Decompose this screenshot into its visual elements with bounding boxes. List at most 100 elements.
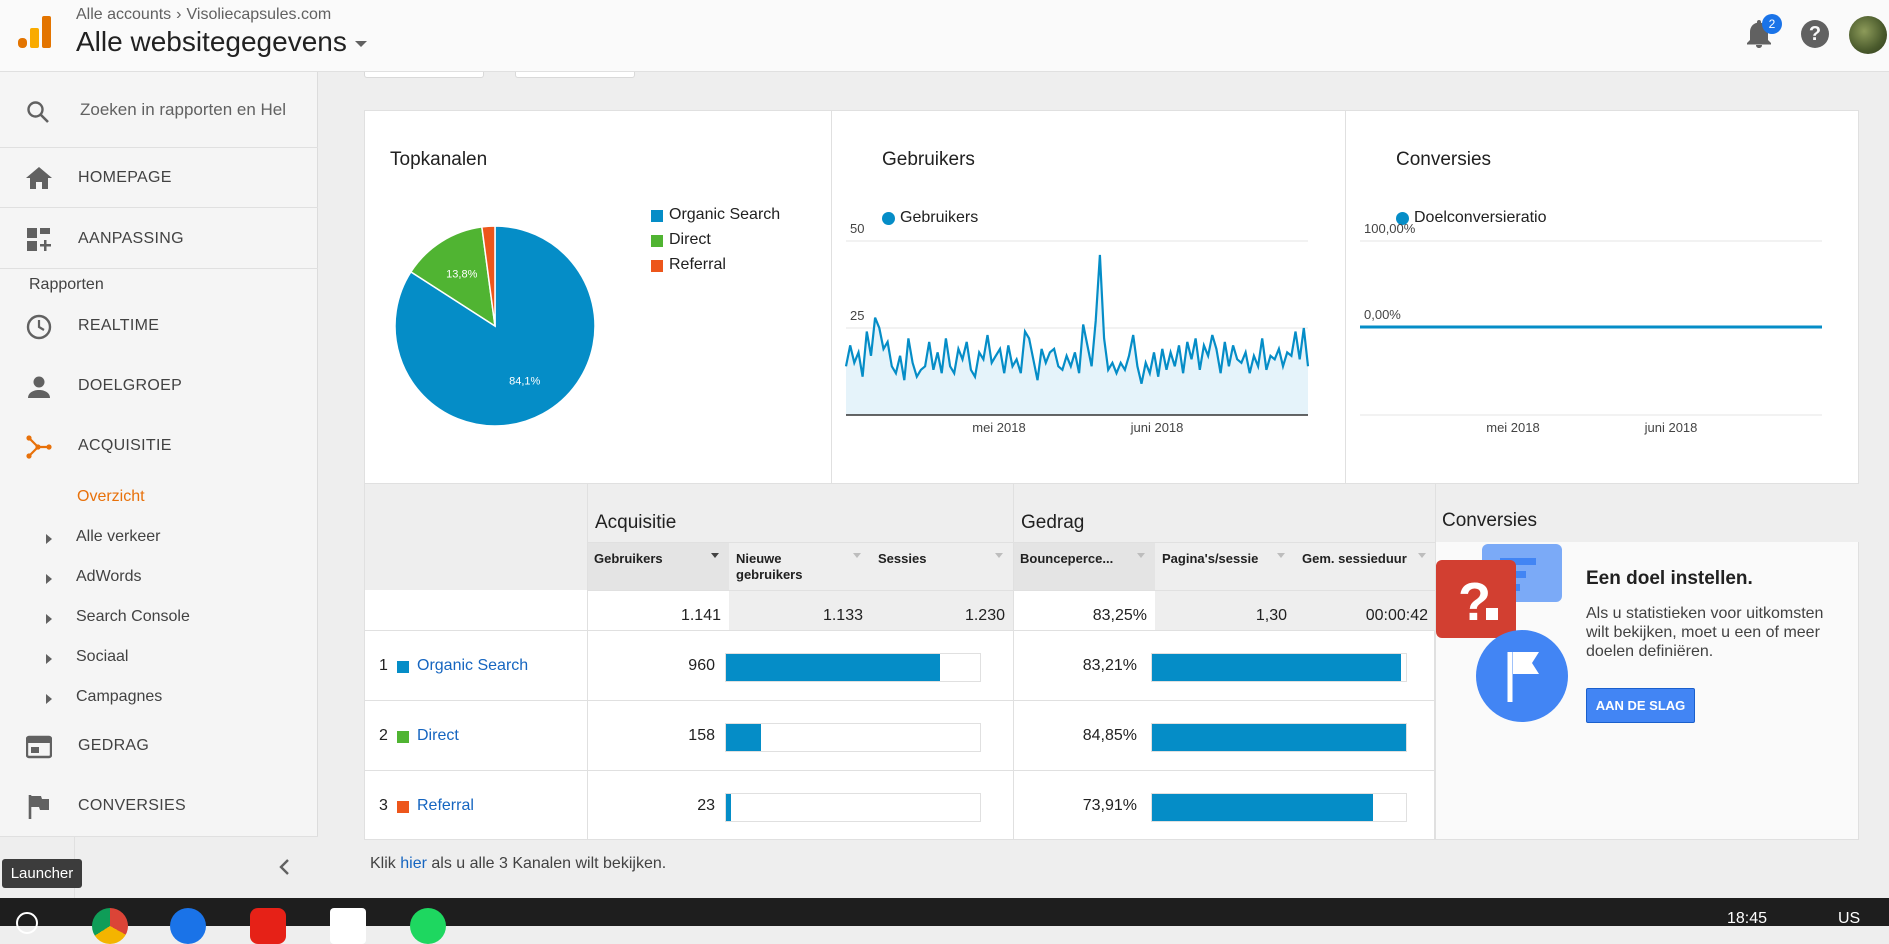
- top-channels-pie-chart[interactable]: 84,1% 13,8%: [390, 221, 600, 431]
- nav-sub-all-traffic[interactable]: Alle verkeer: [46, 528, 306, 558]
- nav-overview[interactable]: Overzicht: [77, 488, 145, 505]
- nav-sub-social[interactable]: Sociaal: [46, 648, 306, 678]
- row-number: 1: [379, 657, 388, 674]
- sidebar-search[interactable]: Zoeken in rapporten en Hel: [0, 72, 318, 148]
- gmail-icon[interactable]: [330, 908, 366, 944]
- overview-cards: Topkanalen 84,1% 13,8% Organic Search Dir…: [364, 110, 1861, 485]
- breadcrumb-property[interactable]: Visoliecapsules.com: [186, 6, 332, 23]
- total-bounce: 83,25%: [1013, 590, 1155, 630]
- col-users[interactable]: Gebruikers: [587, 542, 729, 590]
- table-row: 3 Referral 23 73,91%: [365, 770, 1436, 840]
- col-bounce[interactable]: Bounceperce...: [1013, 542, 1155, 590]
- col-new-users[interactable]: Nieuwe gebruikers: [729, 542, 871, 590]
- series-line: [844, 254, 1310, 384]
- nav-label: GEDRAG: [78, 737, 150, 754]
- view-selector[interactable]: Alle websitegegevens: [76, 26, 367, 58]
- users-bar-fill: [726, 794, 732, 821]
- nav-customization[interactable]: AANPASSING: [0, 209, 318, 269]
- total-sessions: 1.230: [871, 590, 1013, 630]
- legend-swatch: [651, 260, 663, 272]
- legend-dot: [882, 212, 895, 225]
- search-input[interactable]: Zoeken in rapporten en Hel: [80, 100, 287, 119]
- users-bar-fill: [726, 724, 762, 751]
- users-value: 960: [688, 657, 715, 674]
- channel-link[interactable]: Direct: [417, 727, 459, 744]
- users-bar: [725, 723, 981, 752]
- clock-time[interactable]: 18:45: [1727, 910, 1768, 927]
- launcher-icon[interactable]: [16, 912, 38, 934]
- bounce-bar: [1151, 653, 1407, 682]
- channel-link[interactable]: Referral: [417, 797, 474, 814]
- users-value: 23: [697, 797, 715, 814]
- nav-audience[interactable]: DOELGROEP: [0, 356, 318, 416]
- total-pages-session: 1,30: [1155, 590, 1295, 630]
- row-number: 2: [379, 727, 388, 744]
- nav-behavior[interactable]: GEDRAG: [0, 716, 318, 776]
- nav-acquisition[interactable]: ACQUISITIE: [0, 416, 318, 476]
- bounce-bar-fill: [1152, 654, 1401, 681]
- compare-button[interactable]: [515, 72, 635, 78]
- col-pages-session[interactable]: Pagina's/sessie: [1155, 542, 1295, 590]
- column-divider: [587, 484, 588, 840]
- x-tick-label: juni 2018: [1130, 420, 1184, 435]
- get-started-button[interactable]: AAN DE SLAG: [1586, 688, 1695, 723]
- total-new-users: 1.133: [729, 590, 871, 630]
- nav-realtime[interactable]: REALTIME: [0, 296, 318, 356]
- card-title: Gebruikers: [882, 149, 975, 170]
- triangle-right-icon: [46, 574, 52, 584]
- legend-dot: [1396, 212, 1409, 225]
- goal-illustration-icon: ?: [1436, 544, 1568, 722]
- view-title[interactable]: Alle websitegegevens: [76, 26, 347, 57]
- nav-homepage[interactable]: HOMEPAGE: [0, 148, 318, 208]
- browser-window-icon: [26, 735, 52, 759]
- spotify-icon[interactable]: [410, 908, 446, 944]
- help-icon[interactable]: ?: [1801, 20, 1829, 48]
- breadcrumb-account[interactable]: Alle accounts: [76, 6, 172, 23]
- nav-label: HOMEPAGE: [78, 169, 172, 186]
- conversion-rate-line-chart[interactable]: 100,00% 0,00% mei 2018 juni 2018: [1346, 111, 1861, 485]
- files-icon[interactable]: [170, 908, 206, 944]
- nav-conversions[interactable]: CONVERSIES: [0, 776, 318, 836]
- chevron-left-icon[interactable]: [278, 859, 290, 875]
- sort-arrow-icon: [711, 553, 719, 558]
- channel-swatch: [397, 661, 409, 673]
- caret-down-icon: [354, 40, 367, 47]
- os-taskbar: 18:45 US: [0, 898, 1889, 944]
- keyboard-language[interactable]: US: [1838, 910, 1861, 927]
- goal-description: Als u statistieken voor uitkomsten wilt …: [1586, 605, 1824, 660]
- total-avg-duration: 00:00:42: [1295, 590, 1436, 630]
- person-icon: [28, 376, 50, 398]
- sidebar: Zoeken in rapporten en Hel HOMEPAGE AANP…: [0, 72, 318, 899]
- nav-sub-search-console[interactable]: Search Console: [46, 608, 306, 638]
- col-sessions[interactable]: Sessies: [871, 542, 1013, 590]
- avatar[interactable]: [1849, 16, 1887, 54]
- triangle-right-icon: [46, 694, 52, 704]
- channel-swatch: [397, 731, 409, 743]
- triangle-right-icon: [46, 654, 52, 664]
- bounce-value: 73,91%: [1082, 797, 1137, 814]
- users-area-chart[interactable]: 50 25 mei 2018 juni 2018: [832, 111, 1346, 485]
- bounce-bar: [1151, 793, 1407, 822]
- total-users: 1.141: [587, 590, 729, 630]
- channels-table: Acquisitie Gedrag Gebruikers Nieuwe gebr…: [364, 484, 1436, 840]
- col-avg-duration[interactable]: Gem. sessieduur: [1295, 542, 1436, 590]
- sort-arrow-icon: [1418, 553, 1426, 558]
- table-corner: [365, 484, 587, 590]
- nav-label: CONVERSIES: [78, 797, 186, 814]
- date-range-button[interactable]: [364, 72, 484, 78]
- pie-data-label: 84,1%: [509, 375, 540, 387]
- view-all-channels-link[interactable]: hier: [400, 855, 427, 872]
- nav-label: AANPASSING: [78, 230, 184, 247]
- channel-link[interactable]: Organic Search: [417, 657, 529, 674]
- nav-sub-campaigns[interactable]: Campagnes: [46, 688, 306, 718]
- search-icon: [27, 101, 49, 123]
- nav-label: ACQUISITIE: [78, 437, 172, 454]
- nav-sub-adwords[interactable]: AdWords: [46, 568, 306, 598]
- sort-arrow-icon: [1137, 553, 1145, 558]
- youtube-icon[interactable]: [250, 908, 286, 944]
- breadcrumb[interactable]: Alle accounts › Visoliecapsules.com: [76, 6, 331, 24]
- chrome-icon[interactable]: [92, 908, 128, 944]
- analytics-logo-icon[interactable]: [18, 16, 52, 50]
- app-header: Alle accounts › Visoliecapsules.com Alle w…: [0, 0, 1889, 72]
- pie-data-label: 13,8%: [446, 269, 477, 281]
